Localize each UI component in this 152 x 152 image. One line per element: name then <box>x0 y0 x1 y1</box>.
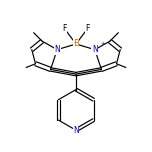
Text: N: N <box>54 45 60 54</box>
Text: F: F <box>85 24 90 33</box>
Text: ⁻: ⁻ <box>82 35 85 40</box>
Text: F: F <box>62 24 67 33</box>
Text: +: + <box>100 41 104 46</box>
Text: N: N <box>73 126 79 135</box>
Text: B: B <box>73 40 79 48</box>
Text: N: N <box>92 45 98 54</box>
